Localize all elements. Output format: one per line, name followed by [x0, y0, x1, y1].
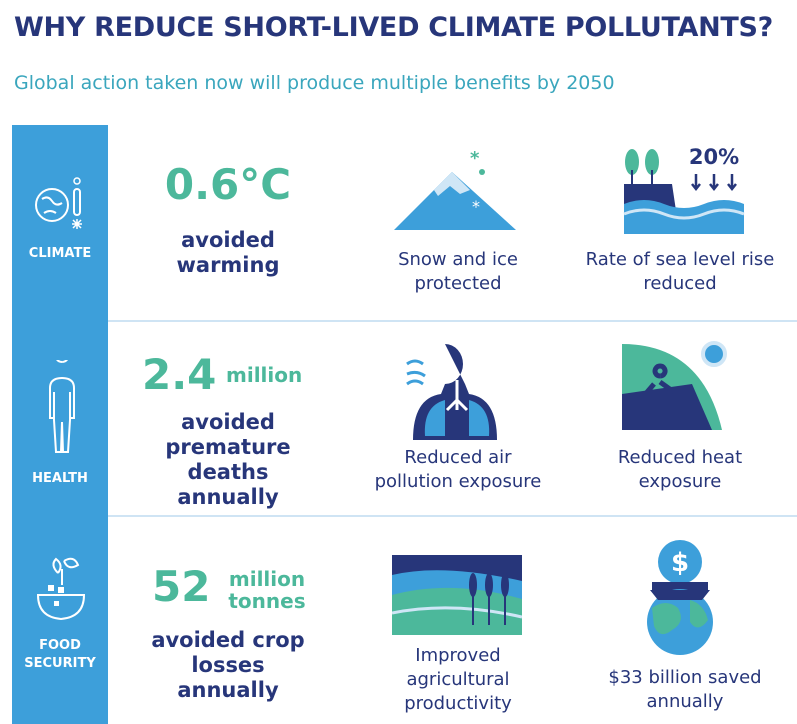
benefit: Reduced heat exposure — [617, 447, 743, 492]
snow-icon: * * — [394, 150, 516, 230]
benefit: $33 billion saved annually — [608, 667, 762, 712]
sea-icon: 20% — [623, 145, 745, 234]
stat-description: avoided premature deaths annually — [165, 410, 291, 509]
crops-icon — [392, 555, 522, 635]
climate-icon — [35, 177, 82, 229]
subtitle: Global action taken now will produce mul… — [14, 72, 615, 94]
title: WHY REDUCE SHORT-LIVED CLIMATE POLLUTANT… — [14, 12, 774, 43]
stat-number: 2.4 — [142, 350, 217, 399]
category-label: CLIMATE — [28, 246, 92, 261]
svg-text:*: * — [472, 197, 480, 216]
stat-description: avoided warming — [176, 228, 280, 277]
heat-icon — [622, 341, 727, 430]
stat-description: avoided crop losses annually — [151, 628, 305, 702]
sidebar — [12, 125, 108, 724]
lungs-icon — [406, 344, 497, 440]
benefit: Reduced air pollution exposure — [374, 447, 542, 492]
divider — [108, 515, 797, 517]
health-icon — [49, 360, 75, 453]
icon-label: 20% — [689, 145, 739, 169]
divider — [108, 320, 797, 322]
food-icon — [36, 557, 86, 621]
stat-unit: million tonnes — [228, 567, 306, 613]
category-label: FOOD SECURITY — [24, 638, 96, 671]
stat-unit: million — [226, 363, 303, 387]
money-icon: $ — [647, 540, 713, 655]
svg-text:*: * — [470, 150, 480, 169]
stat-number: 0.6°C — [164, 160, 292, 209]
benefit: Rate of sea level rise reduced — [585, 249, 775, 294]
benefit: Improved agricultural productivity — [404, 645, 512, 714]
benefit: Snow and ice protected — [398, 249, 518, 294]
stat-number: 52 — [152, 562, 211, 611]
icon-label: $ — [671, 548, 689, 578]
category-label: HEALTH — [32, 471, 88, 486]
